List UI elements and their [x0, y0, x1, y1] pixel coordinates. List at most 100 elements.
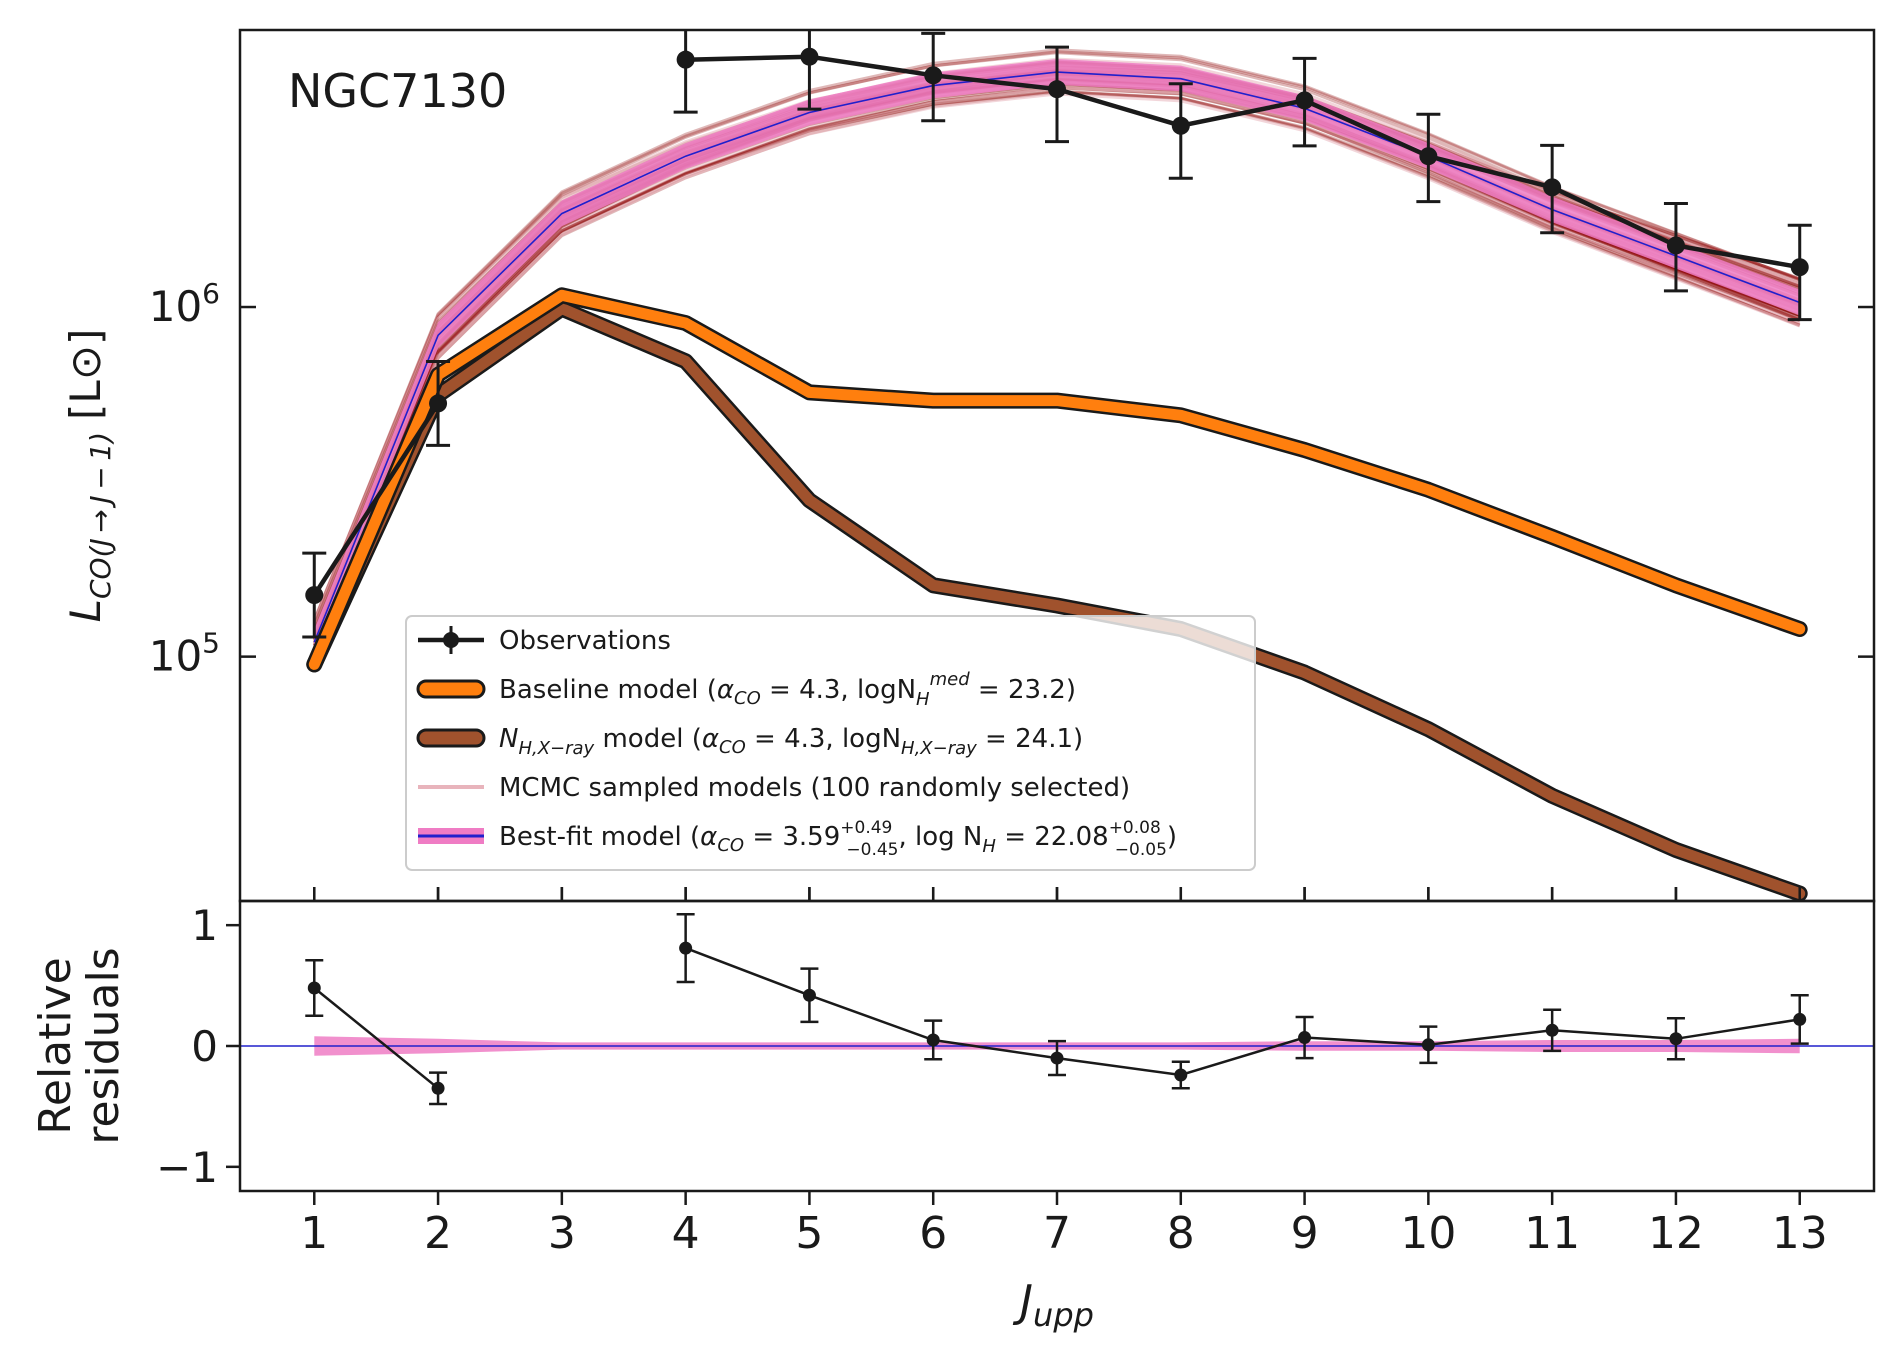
legend-part: = 23.2)	[970, 675, 1076, 705]
legend-part: H	[982, 836, 996, 857]
top-plot-area	[302, 30, 1812, 901]
observation-point	[676, 50, 695, 69]
mcmc-sample-line	[312, 77, 1801, 643]
x-tick-label: 3	[548, 1208, 576, 1259]
legend-xray-handle	[416, 728, 486, 748]
observation-point	[1295, 91, 1314, 110]
x-tick-label: 8	[1167, 1208, 1195, 1259]
x-tick-label: 13	[1772, 1208, 1828, 1259]
legend-part: α	[700, 822, 717, 852]
x-tick-label: 12	[1648, 1208, 1704, 1259]
residual-point	[802, 988, 816, 1002]
mcmc-sample-line	[312, 77, 1801, 650]
nh-xray-model-line	[308, 303, 1806, 900]
observation-point	[924, 66, 943, 85]
mcmc-sample-line	[312, 80, 1801, 657]
legend-part: +0.08	[1109, 818, 1161, 838]
x-tick-label: 5	[795, 1208, 823, 1259]
legend-part: H	[916, 689, 930, 710]
observation-point	[800, 47, 819, 66]
mcmc-sample-line	[312, 68, 1801, 663]
tick-exp: 6	[202, 277, 220, 310]
y-axis-label-unit: [L⊙]	[61, 329, 110, 420]
mcmc-sample-line	[312, 71, 1801, 664]
observation-point	[429, 394, 448, 413]
mcmc-sample-line	[312, 69, 1801, 656]
mcmc-sample-line	[312, 82, 1801, 655]
mcmc-sample-line	[312, 65, 1801, 655]
legend-label-observations: Observations	[499, 626, 671, 656]
top-y-tick-label: 106	[149, 277, 220, 331]
legend-part: med	[930, 669, 971, 690]
y-axis-label-top: LCO(J → J − 1) [L⊙]	[61, 329, 117, 623]
mcmc-sample-line	[312, 62, 1801, 645]
bottom-y-tick-label: 1	[191, 901, 218, 950]
legend-label-best-fit: Best-fit model (αCO = 3.59+0.49 −0.45, lo…	[499, 818, 1177, 860]
observation-point	[1543, 178, 1562, 197]
residual-point	[1793, 1012, 1807, 1026]
mcmc-sample-line	[312, 89, 1801, 659]
mcmc-sample-line	[312, 69, 1801, 644]
legend-part: = 3.59	[744, 822, 840, 852]
x-tick-label: 9	[1291, 1208, 1319, 1259]
mcmc-sample-line	[312, 73, 1801, 646]
legend-part: = 22.08	[996, 822, 1109, 852]
mcmc-sample-line	[312, 67, 1801, 656]
tick-base: 10	[149, 282, 202, 331]
residual-point	[1050, 1051, 1064, 1065]
x-tick-label: 10	[1400, 1208, 1456, 1259]
mcmc-sample-line	[312, 77, 1801, 645]
baseline-model-line	[308, 289, 1806, 670]
mcmc-sample-line	[312, 73, 1801, 641]
galaxy-name-annotation: NGC7130	[288, 64, 507, 118]
observation-point	[1419, 147, 1438, 166]
observations-line	[685, 54, 1801, 270]
top-y-tick-label: 105	[149, 627, 220, 681]
residual-point	[1298, 1031, 1312, 1045]
best-fit-line	[313, 71, 1800, 643]
legend-part: H,X−ray	[518, 738, 594, 759]
residual-point	[1421, 1038, 1435, 1052]
mcmc-sample-line	[312, 71, 1801, 647]
x-tick-label: 1	[300, 1208, 328, 1259]
y-axis-label-bottom-line1: Relative	[30, 957, 81, 1134]
mcmc-sample-line	[312, 86, 1801, 662]
legend-part: +0.49	[840, 818, 892, 838]
observation-point	[1171, 116, 1190, 135]
observations-line	[312, 402, 440, 597]
mcmc-sample-line	[312, 63, 1801, 646]
bottom-plot-area	[240, 913, 1874, 1106]
mcmc-sample-line	[312, 86, 1801, 661]
mcmc-sample-line	[312, 72, 1801, 646]
mcmc-sample-line	[312, 90, 1801, 666]
legend-label-mcmc: MCMC sampled models (100 randomly select…	[499, 773, 1130, 803]
legend-part: model (	[594, 724, 702, 754]
residual-point	[1669, 1032, 1683, 1046]
observation-point	[1048, 80, 1066, 99]
mcmc-sample-line	[312, 81, 1801, 662]
residual-point	[1545, 1023, 1559, 1037]
x-axis-label-sub: upp	[1033, 1296, 1094, 1334]
y-axis-label-sub: CO(J → J − 1)	[84, 432, 117, 599]
legend-part: Best-fit model (	[499, 822, 700, 852]
best-fit-band	[314, 59, 1800, 655]
legend-part: −0.45	[846, 840, 898, 860]
legend-label-xray: NH,X−ray model (αCO = 4.3, logNH,X−ray =…	[499, 724, 1083, 759]
legend-part: H,X−ray	[901, 738, 977, 759]
legend-part: )	[1167, 822, 1177, 852]
x-tick-label: 2	[424, 1208, 452, 1259]
observation-point	[305, 586, 324, 605]
legend-part: Baseline model (	[499, 675, 717, 705]
residual-point	[679, 941, 693, 955]
legend-part: , log N	[899, 822, 983, 852]
y-axis-label-main: L	[61, 599, 110, 622]
mcmc-sample-line	[312, 66, 1801, 659]
residual-point	[926, 1033, 940, 1047]
legend-part: = 4.3, logN	[746, 724, 901, 754]
tick-exp: 5	[202, 627, 220, 660]
mcmc-sample-line	[312, 92, 1801, 664]
bottom-y-tick-label: 0	[191, 1022, 218, 1071]
mcmc-sample-line	[312, 78, 1801, 652]
